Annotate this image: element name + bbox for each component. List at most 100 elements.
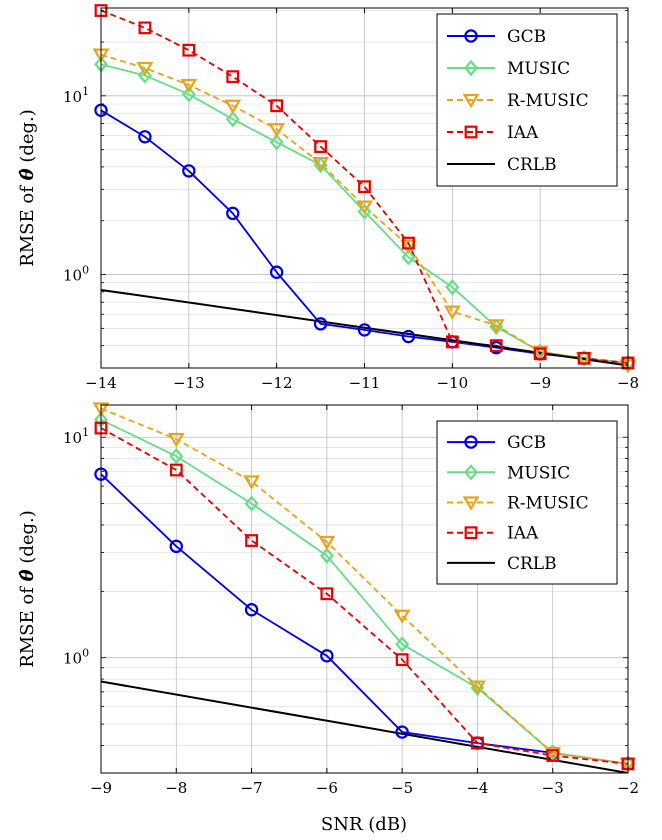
data-point-r-music [268,123,286,138]
data-point-gcb [169,539,183,554]
data-point-iaa [314,140,327,153]
data-point-iaa [245,534,258,547]
series-line-iaa [101,427,628,765]
y-tick-exponent: 1 [82,85,89,98]
data-point-music [401,249,416,266]
legend-label: MUSIC [507,463,570,483]
legend-item-gcb: GCB [447,433,546,453]
data-point-iaa [533,347,547,361]
data-point-music [181,86,196,103]
y-tick-exponent: 0 [82,264,89,277]
data-point-music [169,448,184,465]
chart-top: −14 −13 −12 −11 −10 −9 −8 100 101 RMSE of θ̂ (deg… [17,4,639,392]
legend-item-crlb: CRLB [447,554,557,574]
legend-item-music: MUSIC [447,463,570,483]
data-point-r-music [180,78,198,94]
series-line-gcb [101,473,628,765]
x-tick-label: −9 [90,779,112,797]
legend-label: CRLB [507,554,557,574]
data-point-iaa [471,736,484,750]
data-point-gcb [269,265,284,279]
legend-marker [462,496,480,511]
data-point-r-music [167,433,185,448]
chart-bottom: −9 −8 −7 −6 −5 −4 −3 −2 100 101 RMSE of θ̂ (deg.) G… [17,402,639,797]
data-point-r-music [544,746,562,762]
series-line-crlb [101,288,628,367]
legend-marker [464,29,478,43]
y-tick-exponent: 0 [82,647,89,660]
x-tick-label: −9 [529,374,551,392]
data-point-gcb [357,323,372,337]
legend-label: GCB [507,27,546,47]
x-tick-label: −14 [85,374,117,392]
data-point-iaa [577,351,591,365]
data-point-music [319,547,334,564]
data-point-r-music [312,157,330,172]
legend-item-iaa: IAA [447,524,539,544]
legend: GCB MUSIC R-MUSIC IAA CRLB [436,13,618,187]
x-tick-label: −11 [349,374,381,392]
data-point-r-music [487,319,505,334]
legend-label: IAA [507,123,539,143]
data-point-iaa [489,339,503,353]
x-tick-label: −12 [261,374,293,392]
y-axis-label: RMSE of θ̂ (deg.) [17,109,38,267]
data-point-r-music [92,402,110,417]
data-point-r-music [136,61,154,77]
data-point-r-music [443,305,461,320]
x-tick-label: −7 [241,779,263,797]
series-line-music [101,418,628,765]
x-tick-label: −8 [165,779,187,797]
data-point-music [357,203,372,220]
x-tick-label: −4 [466,779,488,797]
legend-item-r-music: R-MUSIC [447,494,589,514]
data-point-iaa [395,653,409,667]
y-tick-exponent: 1 [82,426,89,439]
axes-frame [100,404,629,774]
data-point-r-music [224,99,242,114]
data-point-iaa [445,335,459,349]
x-tick-label: −8 [617,374,639,392]
y-tick-label: 100 [63,647,89,668]
data-point-music [269,134,284,151]
data-point-r-music [243,475,260,490]
legend-label: CRLB [507,155,557,175]
data-point-music [244,495,259,512]
legend-marker [464,464,478,481]
legend-item-gcb: GCB [447,27,546,47]
data-point-gcb [138,130,152,144]
y-tick-label: 101 [63,85,89,106]
legend-item-r-music: R-MUSIC [447,91,589,111]
y-tick-label: 101 [63,426,89,447]
data-point-iaa [182,43,196,57]
legend-marker [464,526,478,540]
data-point-r-music [318,535,336,551]
data-point-music [395,636,410,653]
legend-label: MUSIC [507,59,570,79]
data-point-gcb [313,317,328,331]
series-line-crlb [101,680,628,773]
data-point-gcb [401,329,416,344]
data-point-gcb [226,206,240,221]
data-point-music [137,67,152,84]
legend-item-crlb: CRLB [447,155,557,175]
data-point-iaa [320,587,334,601]
y-axis-label: RMSE of θ̂ (deg.) [17,510,38,668]
data-point-gcb [182,164,196,178]
data-point-gcb [320,649,334,663]
data-point-gcb [244,603,259,617]
x-tick-label: −13 [173,374,205,392]
data-point-iaa [226,70,240,84]
legend-label: R-MUSIC [507,494,589,514]
x-tick-label: −5 [391,779,413,797]
x-axis-label: SNR (dB) [321,814,407,835]
data-point-music [225,110,240,128]
data-point-gcb [395,725,409,739]
data-point-music [445,278,460,296]
data-point-r-music [356,200,373,215]
legend-item-music: MUSIC [447,59,570,79]
legend-label: GCB [507,433,546,453]
legend-marker [464,125,478,139]
y-tick-label: 100 [63,264,89,285]
